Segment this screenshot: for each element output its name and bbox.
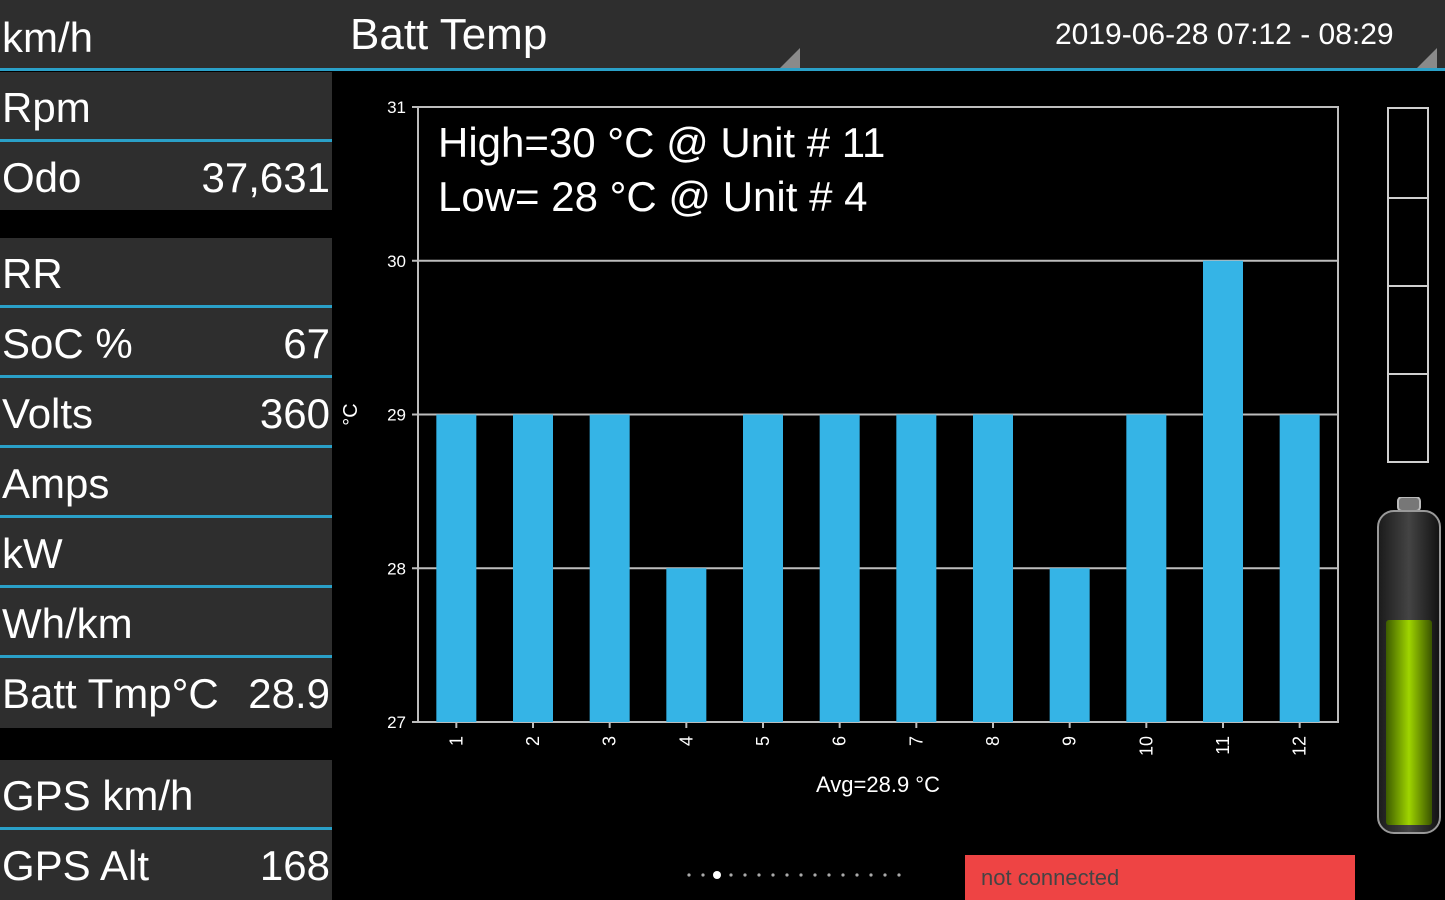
x-tick-label: 11 [1213, 736, 1233, 755]
x-tick-label: 10 [1136, 736, 1156, 756]
page-dot[interactable] [799, 873, 803, 877]
volts-value: 360 [259, 390, 330, 437]
page-dot[interactable] [771, 873, 775, 877]
whkm-label: Wh/km [2, 600, 133, 647]
gps-speed-label: GPS km/h [2, 772, 194, 819]
amps-label: Amps [2, 460, 110, 507]
page-dot[interactable] [757, 873, 761, 877]
page-dot[interactable] [813, 873, 817, 877]
bar [743, 414, 783, 722]
grid-divider [1389, 285, 1427, 287]
odo-value: 37,631 [201, 154, 330, 201]
x-tick-label: 5 [753, 736, 773, 746]
bar [513, 414, 553, 722]
row-batt-tmp[interactable]: Batt Tmp°C 28.9 [0, 658, 332, 728]
x-axis-label: Avg=28.9 °C [816, 772, 940, 797]
x-tick-label: 12 [1290, 736, 1310, 756]
date-range[interactable]: 2019-06-28 07:12 - 08:29 [1055, 18, 1394, 51]
row-gps-speed[interactable]: GPS km/h [0, 760, 332, 830]
x-tick-label: 3 [600, 736, 620, 746]
odo-label: Odo [2, 154, 82, 201]
row-kw[interactable]: kW [0, 518, 332, 588]
grid-divider [1389, 197, 1427, 199]
y-tick-label: 28 [387, 559, 406, 578]
connection-status-bar[interactable]: not connected [965, 855, 1355, 900]
row-amps[interactable]: Amps [0, 448, 332, 518]
bar [896, 414, 937, 722]
grid-divider [1389, 373, 1427, 375]
gps-alt-label: GPS Alt [2, 842, 150, 889]
page-dot[interactable] [701, 873, 705, 877]
soc-label: SoC % [2, 320, 133, 367]
x-tick-label: 9 [1060, 736, 1080, 746]
y-tick-label: 31 [387, 98, 406, 117]
page-dot[interactable] [743, 873, 747, 877]
batt-tmp-value: 28.9 [248, 670, 330, 717]
battery-icon [1377, 497, 1441, 834]
header-divider [0, 68, 1445, 71]
page-dot[interactable] [687, 873, 691, 877]
x-tick-label: 6 [830, 736, 850, 746]
bar [436, 414, 477, 722]
page-dot[interactable] [785, 873, 789, 877]
row-soc[interactable]: SoC % 67 [0, 308, 332, 378]
screen-title[interactable]: Batt Temp [350, 10, 548, 59]
bar [819, 414, 860, 722]
y-tick-label: 30 [387, 252, 406, 271]
row-volts[interactable]: Volts 360 [0, 378, 332, 448]
page-dot[interactable] [827, 873, 831, 877]
speed-label[interactable]: km/h [2, 14, 94, 61]
kw-label: kW [2, 530, 63, 577]
row-rpm[interactable]: Rpm [0, 72, 332, 142]
low-annotation: Low= 28 °C @ Unit # 4 [438, 173, 867, 220]
page-dot-active[interactable] [713, 871, 721, 879]
page-dot[interactable] [897, 873, 901, 877]
page-dot[interactable] [855, 873, 859, 877]
header-bar [0, 0, 1445, 70]
page-dot[interactable] [841, 873, 845, 877]
bar [666, 568, 707, 722]
high-annotation: High=30 °C @ Unit # 11 [438, 119, 885, 166]
x-tick-label: 4 [676, 736, 696, 746]
x-tick-label: 2 [523, 736, 543, 746]
connection-status-text: not connected [981, 865, 1120, 890]
bar [973, 414, 1013, 722]
y-tick-label: 29 [387, 406, 406, 425]
volts-label: Volts [2, 390, 94, 437]
gps-alt-value: 168 [259, 842, 330, 889]
bar [1279, 414, 1320, 722]
page-dot[interactable] [869, 873, 873, 877]
row-gps-alt[interactable]: GPS Alt 168 [0, 830, 332, 900]
page-dot[interactable] [883, 873, 887, 877]
x-tick-label: 7 [906, 736, 926, 746]
bar [1203, 260, 1243, 722]
x-tick-label: 8 [983, 736, 1003, 746]
cell-grid-gauge [1387, 107, 1429, 463]
bar [1126, 414, 1167, 722]
title-dropdown-corner-icon[interactable] [780, 48, 800, 68]
row-whkm[interactable]: Wh/km [0, 588, 332, 658]
row-rr[interactable]: RR [0, 238, 332, 308]
row-odo[interactable]: Odo 37,631 [0, 142, 332, 210]
soc-value: 67 [283, 320, 330, 367]
rr-label: RR [2, 250, 63, 297]
batt-tmp-label: Batt Tmp°C [2, 670, 219, 717]
bar [1049, 568, 1090, 722]
rpm-label: Rpm [2, 84, 91, 131]
page-dot[interactable] [729, 873, 733, 877]
y-tick-label: 27 [387, 713, 406, 732]
date-dropdown-corner-icon[interactable] [1417, 48, 1437, 68]
y-axis-label: °C [340, 403, 362, 425]
bar [589, 414, 630, 722]
page-indicator[interactable] [686, 868, 916, 882]
x-tick-label: 1 [446, 736, 466, 746]
